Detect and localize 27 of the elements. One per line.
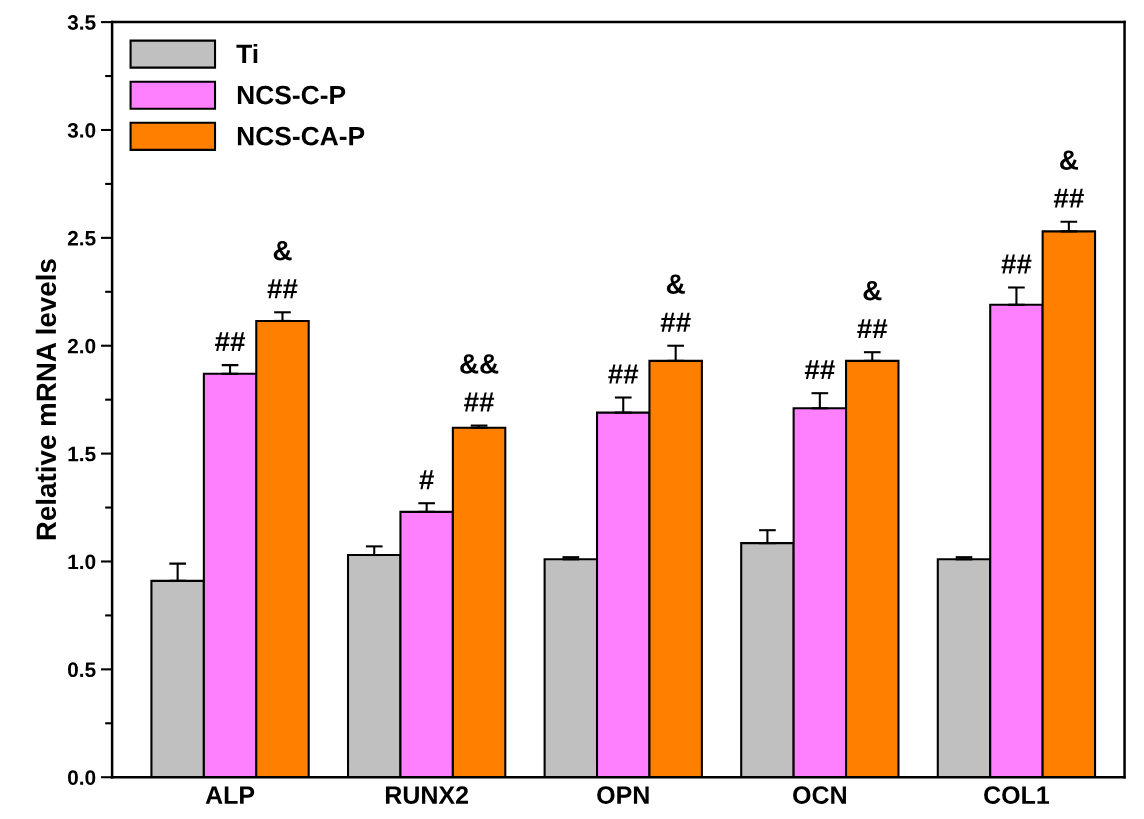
y-tick-label: 2.0	[67, 338, 96, 354]
x-tick-label: OPN	[597, 786, 649, 804]
data-label: & ##	[267, 241, 298, 299]
data-label: #	[419, 470, 434, 490]
y-tick-label: 3.0	[67, 122, 96, 138]
data-label: & ##	[660, 274, 691, 332]
data-label: ##	[215, 332, 246, 352]
y-tick-label: 3.5	[67, 15, 96, 30]
y-tick-label: 1.5	[68, 446, 96, 462]
data-label: ##	[608, 364, 639, 384]
y-tick-label: 2.5	[67, 230, 96, 246]
x-tick-label: COL1	[984, 786, 1050, 804]
x-tick-label: ALP	[205, 786, 255, 804]
y-tick-label: 0.5	[68, 662, 96, 678]
y-tick-label: 0.0	[68, 770, 96, 785]
data-label: && ##	[460, 354, 499, 412]
x-tick-label: OCN	[793, 786, 846, 804]
data-label: ##	[804, 360, 835, 380]
data-label: & ##	[857, 280, 888, 339]
y-axis-title: Relative mRNA levels	[35, 259, 57, 540]
x-tick-label: RUNX2	[385, 786, 469, 804]
legend-label: NCS-CA-P	[237, 126, 365, 146]
data-label: ##	[1001, 254, 1032, 274]
legend-label: NCS-C-P	[237, 85, 346, 105]
legend-label: Ti	[236, 43, 258, 64]
data-label: & ##	[1053, 150, 1084, 208]
y-tick-label: 1.0	[68, 554, 96, 570]
